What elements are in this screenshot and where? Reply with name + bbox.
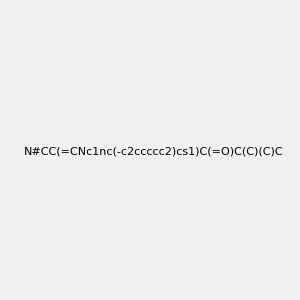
Text: N#CC(=CNc1nc(-c2ccccc2)cs1)C(=O)C(C)(C)C: N#CC(=CNc1nc(-c2ccccc2)cs1)C(=O)C(C)(C)C <box>24 146 284 157</box>
